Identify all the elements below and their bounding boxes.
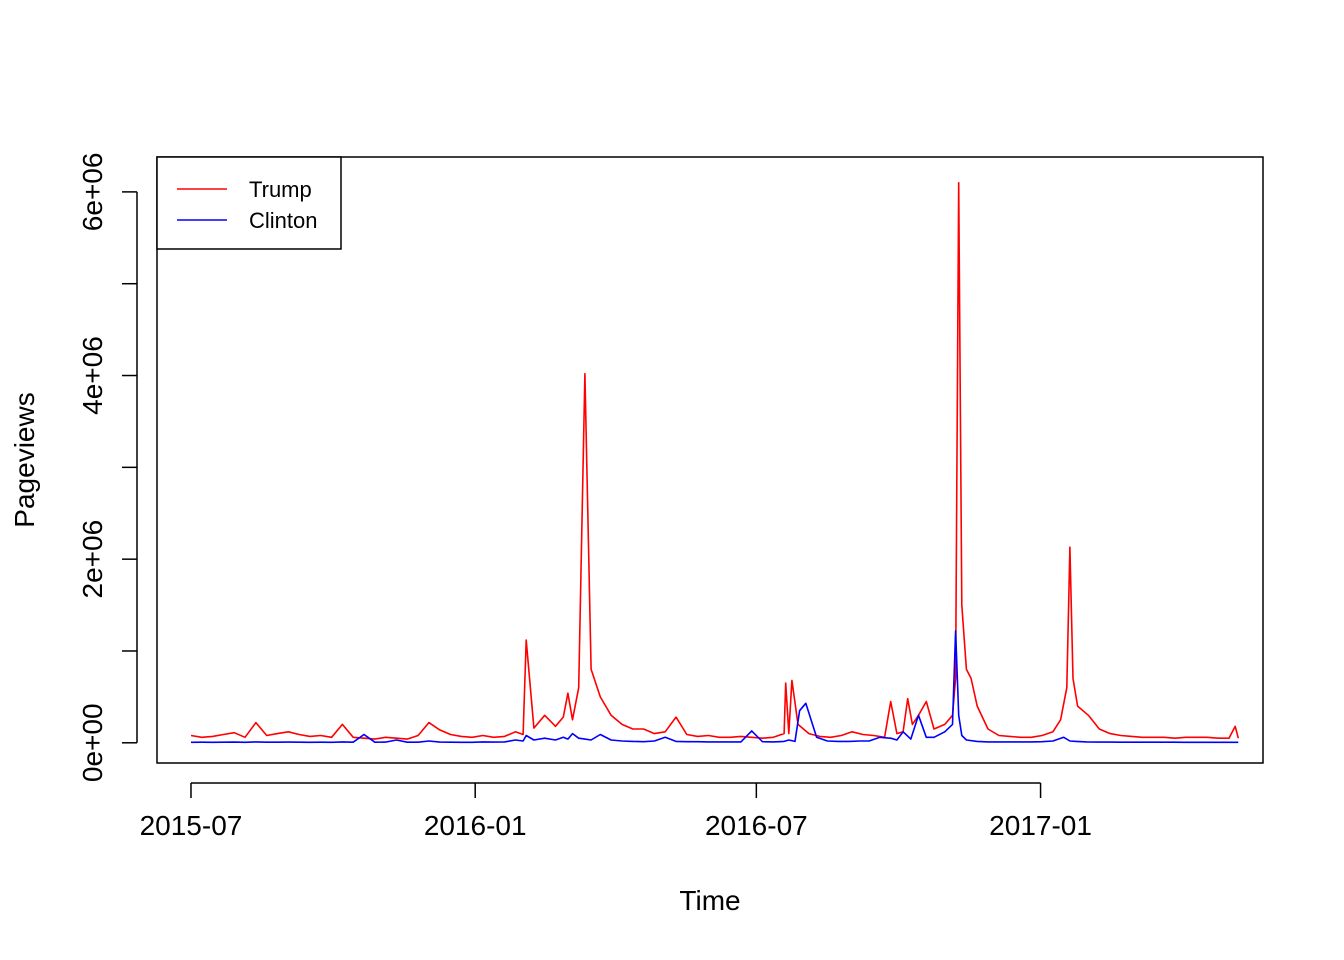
x-tick-label: 2016-01 (424, 810, 527, 841)
series-lines (190, 181, 1240, 744)
y-tick-label: 2e+06 (77, 520, 108, 599)
legend-box (156, 156, 342, 250)
legend-label-clinton: Clinton (249, 208, 317, 233)
x-axis-title: Time (679, 885, 740, 916)
x-tick-label: 2015-07 (140, 810, 243, 841)
y-tick-label: 4e+06 (77, 336, 108, 415)
x-tick-label: 2016-07 (705, 810, 808, 841)
x-tick-label: 2017-01 (989, 810, 1092, 841)
x-axis: 2015-07 2016-01 2016-07 2017-01 (140, 782, 1092, 841)
legend-label-trump: Trump (249, 177, 312, 202)
y-axis: 0e+00 2e+06 4e+06 6e+06 (77, 153, 138, 782)
y-tick-label: 6e+06 (77, 153, 108, 232)
legend: Trump Clinton (156, 156, 342, 250)
series-line-clinton (190, 629, 1239, 744)
plot-frame (156, 156, 1264, 764)
series-line-trump (190, 181, 1240, 740)
y-tick-label: 0e+00 (77, 703, 108, 782)
y-axis-title: Pageviews (9, 392, 40, 527)
